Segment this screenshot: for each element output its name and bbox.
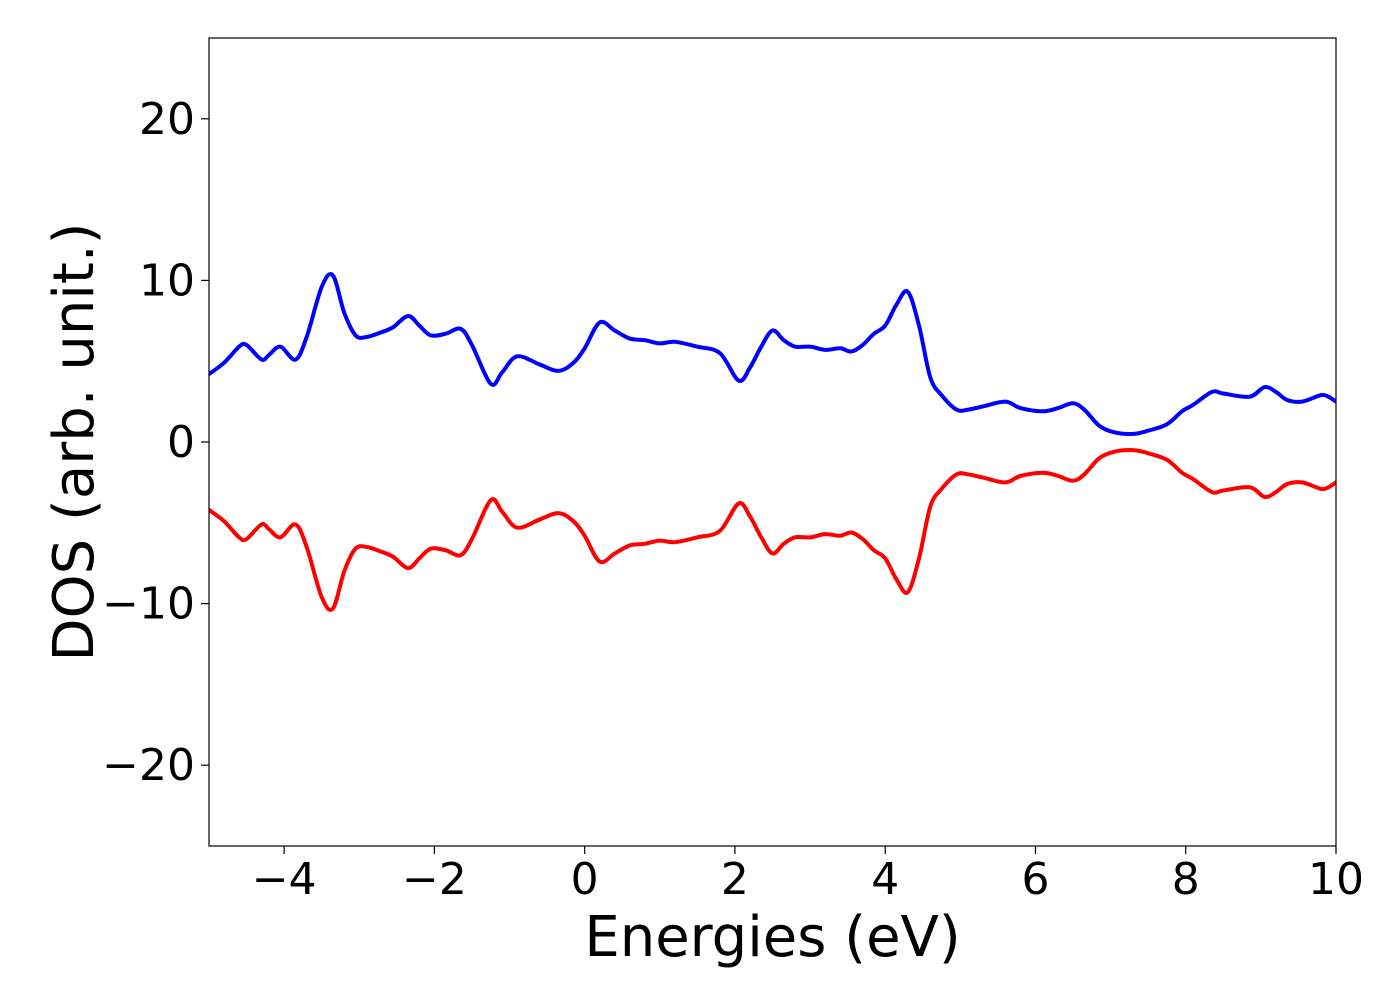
plot-frame: [208, 37, 1337, 847]
x-tick-label: 6: [1021, 854, 1049, 905]
x-tick-label: 2: [721, 854, 749, 905]
series-line-spin-down: [209, 448, 1336, 612]
series-line-spin-up: [209, 272, 1336, 436]
x-tick-label: 10: [1308, 854, 1364, 905]
x-tick-label: −4: [252, 854, 317, 905]
y-tick-label: 10: [139, 255, 195, 306]
x-tick-label: 8: [1172, 854, 1200, 905]
y-tick-label: 0: [167, 417, 195, 468]
y-tick-label: −20: [102, 740, 195, 791]
x-tick-label: 0: [571, 854, 599, 905]
y-axis-label: DOS (arb. unit.): [42, 222, 107, 661]
y-tick-label: −10: [102, 579, 195, 630]
plot-area: [209, 272, 1336, 612]
x-axis-label: Energies (eV): [584, 905, 960, 970]
x-tick-label: 4: [871, 854, 899, 905]
y-tick-label: 20: [139, 94, 195, 145]
x-tick-label: −2: [402, 854, 467, 905]
